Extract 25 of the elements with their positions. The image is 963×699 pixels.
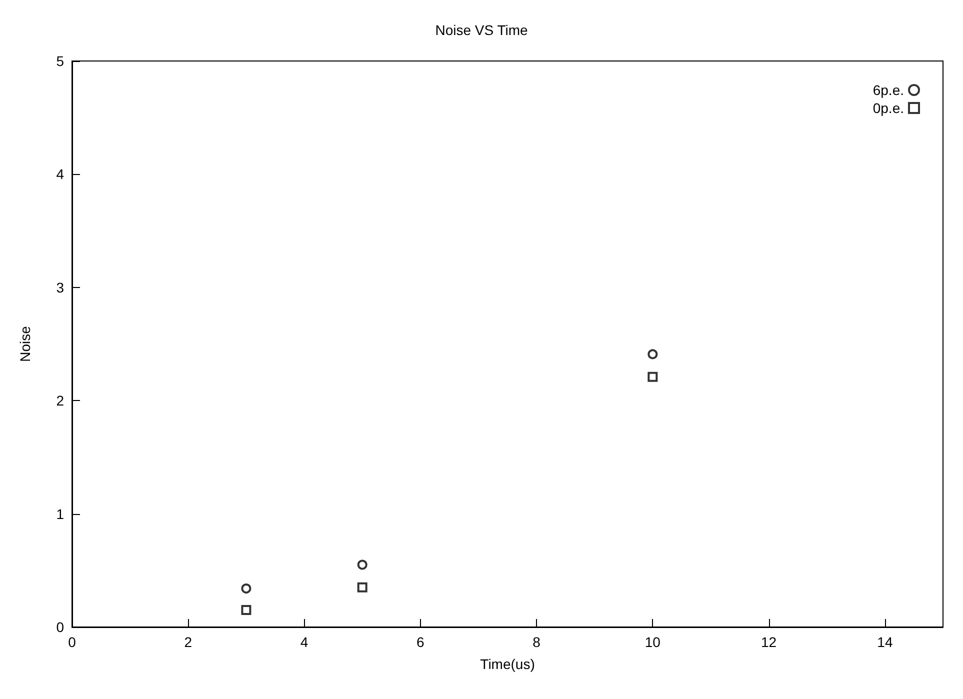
x-tick-label: 0 (68, 634, 76, 650)
y-tick-label: 1 (56, 506, 64, 522)
point (241, 605, 252, 616)
point (357, 582, 368, 592)
point (648, 349, 658, 360)
y-tick-label: 4 (56, 166, 64, 182)
point (648, 372, 658, 382)
legend-label: 6p.e. (872, 82, 904, 98)
x-axis-title: Time(us) (480, 656, 535, 672)
x-tick-label: 14 (877, 634, 893, 650)
y-axis-title: Noise (17, 326, 33, 362)
x-tick-label: 8 (532, 634, 541, 650)
x-tick-label: 4 (300, 634, 308, 650)
x-tick-label: 2 (184, 634, 192, 650)
legend-label: 0p.e. (872, 100, 904, 116)
point (241, 584, 252, 594)
y-tick-label: 2 (56, 392, 64, 409)
x-tick-label: 12 (761, 634, 777, 650)
x-tick-label: 6 (416, 634, 424, 650)
chart-title: Noise VS Time (435, 22, 528, 38)
y-tick-label: 3 (56, 279, 64, 296)
point (357, 560, 368, 570)
x-tick-label: 10 (644, 634, 661, 650)
y-tick-label: 0 (56, 619, 64, 635)
y-tick-label: 5 (56, 53, 64, 69)
